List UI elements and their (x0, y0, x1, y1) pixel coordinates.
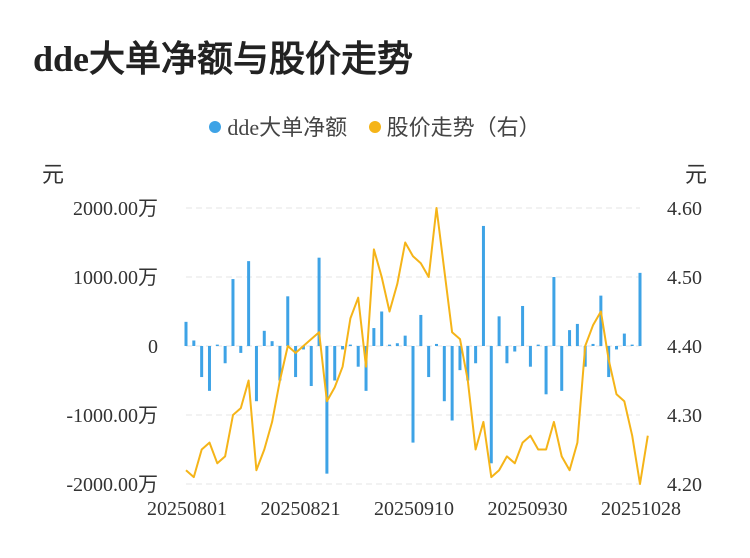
right-tick-label: 4.20 (667, 474, 702, 496)
bar (568, 330, 572, 346)
right-tick-label: 4.40 (667, 336, 702, 358)
bar (458, 346, 462, 371)
bar (309, 346, 313, 387)
bar (348, 344, 352, 346)
right-tick-label: 4.30 (667, 405, 702, 427)
bar (591, 343, 595, 346)
bar (294, 346, 298, 378)
bar (184, 321, 188, 346)
bar (325, 346, 329, 474)
bar (380, 311, 384, 346)
bar (395, 343, 399, 346)
bar (200, 346, 204, 378)
legend: dde大单净额 股价走势（右） (0, 110, 750, 142)
legend-line-marker (368, 121, 381, 133)
bar (239, 346, 243, 353)
bar (536, 344, 540, 346)
bar (286, 296, 290, 346)
x-tick-label: 20250910 (374, 498, 454, 520)
legend-line-label: 股价走势（右） (386, 115, 541, 140)
bar (254, 346, 258, 402)
bar (231, 279, 235, 346)
bar (552, 277, 556, 346)
left-tick-label: 1000.00万 (73, 267, 158, 289)
bar (513, 346, 517, 352)
bar (270, 341, 274, 346)
bar (333, 346, 337, 381)
bar (622, 333, 626, 346)
bar (341, 346, 345, 350)
legend-bar-label: dde大单净额 (227, 115, 348, 140)
bar (575, 323, 579, 346)
bar (192, 340, 196, 346)
x-tick-label: 20250930 (488, 498, 568, 520)
bar (560, 346, 564, 391)
bar (215, 344, 219, 346)
bar (521, 305, 525, 346)
bar (278, 346, 282, 381)
bar (466, 346, 470, 381)
legend-item-line[interactable]: 股价走势（右） (368, 110, 541, 142)
x-tick-label: 20250801 (147, 498, 227, 520)
x-tick-label: 20251028 (601, 498, 681, 520)
bar (372, 328, 376, 346)
bar (419, 314, 423, 346)
bar (223, 346, 227, 364)
right-tick-label: 4.60 (667, 198, 702, 220)
bar (544, 346, 548, 395)
legend-item-bar[interactable]: dde大单净额 (209, 110, 347, 142)
bar (262, 330, 266, 346)
bar (434, 343, 438, 346)
bar (489, 346, 493, 464)
bar (442, 346, 446, 402)
bar (615, 346, 619, 350)
chart-title: dde大单净额与股价走势 (33, 39, 414, 79)
bar (481, 225, 485, 346)
bar (427, 346, 431, 378)
bar (630, 344, 634, 346)
bar (207, 346, 211, 391)
left-tick-label: -2000.00万 (66, 474, 158, 496)
left-tick-label: 0 (148, 336, 158, 358)
bar (505, 346, 509, 364)
bar (528, 346, 532, 367)
left-axis-unit: 元 (42, 162, 65, 187)
bar (411, 346, 415, 443)
right-tick-label: 4.50 (667, 267, 702, 289)
price-line (185, 207, 649, 485)
bar (599, 295, 603, 346)
bar (317, 257, 321, 346)
x-tick-label: 20250821 (261, 498, 341, 520)
bar (474, 346, 478, 364)
left-tick-label: 2000.00万 (73, 198, 158, 220)
bar (403, 335, 407, 346)
bar (301, 346, 305, 350)
bar (450, 346, 454, 421)
legend-bar-marker (209, 121, 222, 133)
bar (364, 346, 368, 391)
bar (247, 261, 251, 346)
bar (638, 272, 642, 346)
bar (388, 344, 392, 346)
bar (356, 346, 360, 367)
left-tick-label: -1000.00万 (66, 405, 158, 427)
right-axis-unit: 元 (685, 162, 708, 187)
bar (497, 316, 501, 346)
